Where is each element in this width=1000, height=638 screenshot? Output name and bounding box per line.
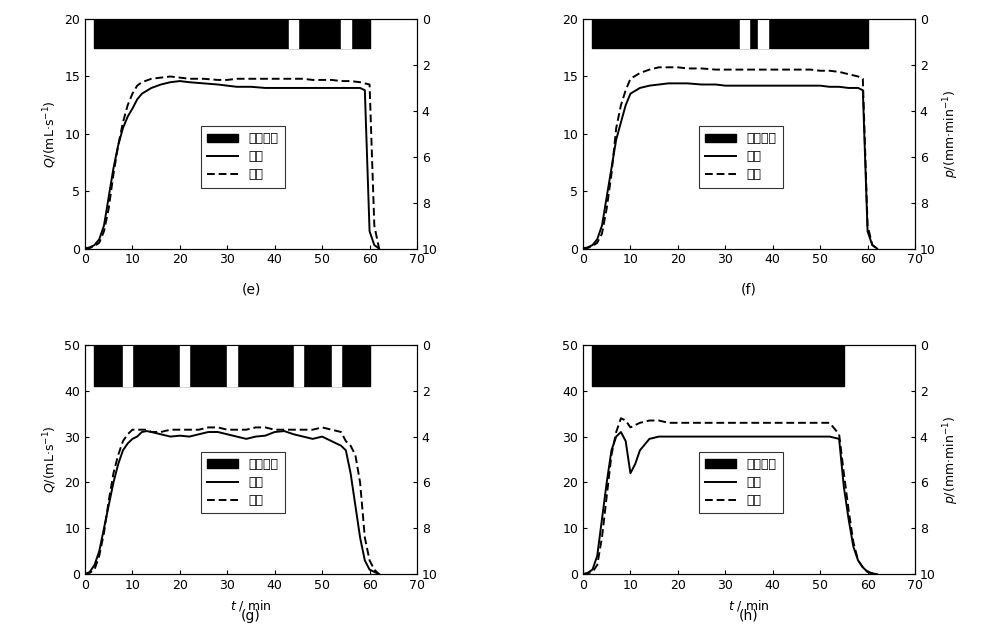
Y-axis label: $p$/(mm·min$^{-1}$): $p$/(mm·min$^{-1}$)	[941, 90, 961, 178]
Y-axis label: $Q$/(mL·s$^{-1}$): $Q$/(mL·s$^{-1}$)	[41, 100, 59, 168]
Legend: 降雨强度, 实测, 计算: 降雨强度, 实测, 计算	[201, 452, 285, 513]
X-axis label: $t$ / min: $t$ / min	[230, 598, 272, 612]
Text: (h): (h)	[739, 609, 759, 623]
Legend: 降雨强度, 实测, 计算: 降雨强度, 实测, 计算	[699, 126, 783, 188]
Text: (f): (f)	[741, 283, 757, 297]
Legend: 降雨强度, 实测, 计算: 降雨强度, 实测, 计算	[201, 126, 285, 188]
Y-axis label: $p$/(mm·min$^{-1}$): $p$/(mm·min$^{-1}$)	[941, 415, 961, 503]
Text: (g): (g)	[241, 609, 261, 623]
Text: (e): (e)	[241, 283, 261, 297]
Y-axis label: $Q$/(mL·s$^{-1}$): $Q$/(mL·s$^{-1}$)	[41, 426, 59, 493]
X-axis label: $t$ / min: $t$ / min	[728, 598, 770, 612]
Legend: 降雨强度, 实测, 计算: 降雨强度, 实测, 计算	[699, 452, 783, 513]
